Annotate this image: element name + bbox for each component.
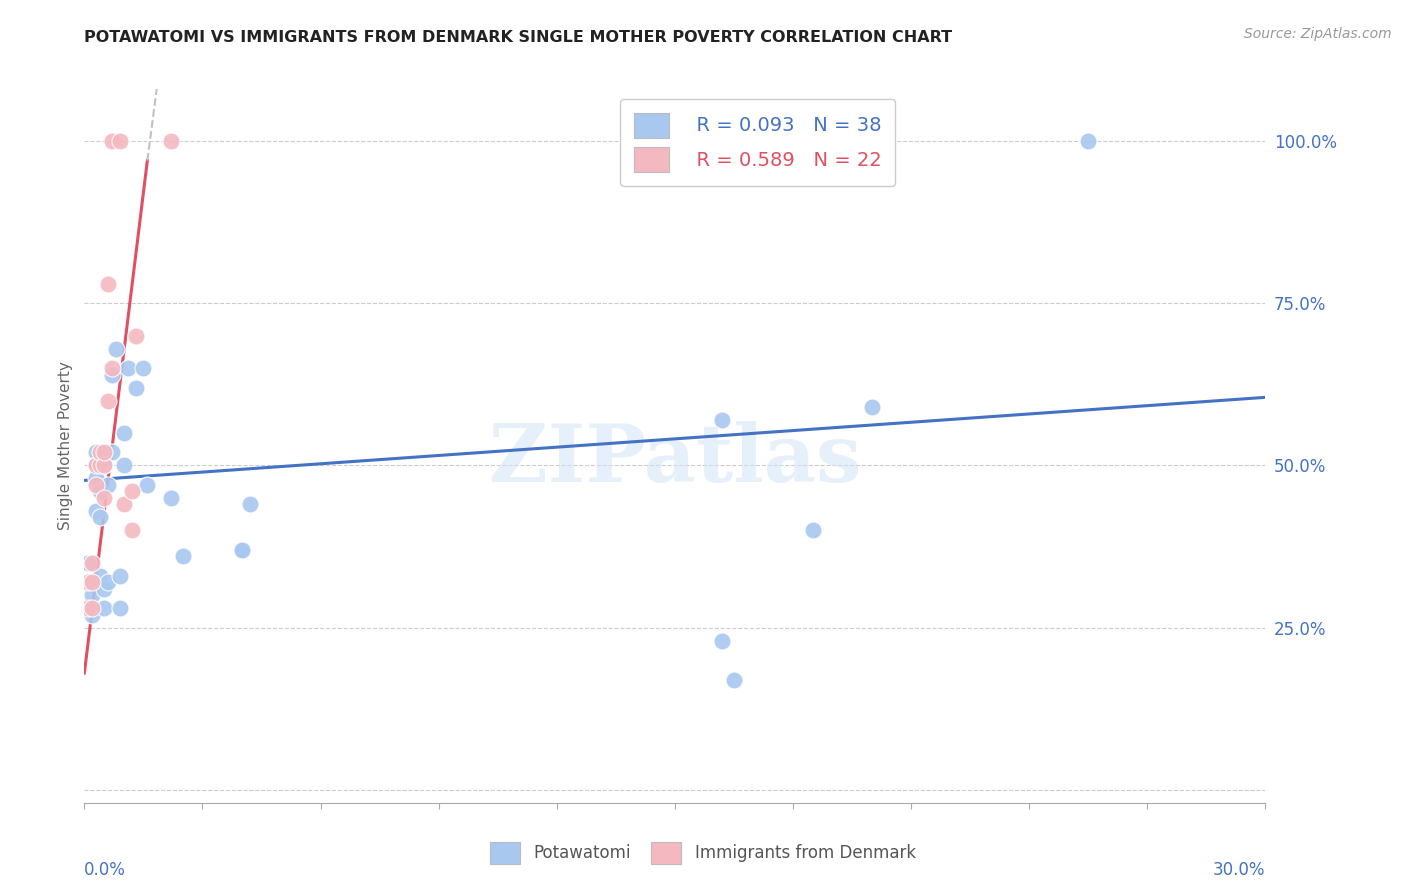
Point (101, 368, 124, 382)
Point (82, 601, 104, 615)
Y-axis label: Single Mother Poverty: Single Mother Poverty (58, 361, 73, 531)
Point (112, 425, 135, 440)
Point (101, 445, 124, 459)
Point (89, 445, 111, 459)
Text: 0.0%: 0.0% (84, 861, 127, 880)
Point (112, 458, 135, 473)
Point (77, 601, 100, 615)
Point (84, 458, 107, 473)
Point (77, 556, 100, 570)
Point (84, 445, 107, 459)
Point (93, 445, 115, 459)
Point (160, 491, 183, 505)
Point (1077, 134, 1099, 148)
Text: Source: ZipAtlas.com: Source: ZipAtlas.com (1244, 27, 1392, 41)
Text: POTAWATOMI VS IMMIGRANTS FROM DENMARK SINGLE MOTHER POVERTY CORRELATION CHART: POTAWATOMI VS IMMIGRANTS FROM DENMARK SI… (84, 29, 952, 45)
Point (82, 588, 104, 602)
Text: ZIPatlas: ZIPatlas (489, 421, 860, 500)
Point (97, 393, 120, 408)
Point (89, 510, 111, 524)
Point (93, 491, 115, 505)
Point (101, 361, 124, 376)
Legend: Potawatomi, Immigrants from Denmark: Potawatomi, Immigrants from Denmark (484, 836, 922, 871)
Point (93, 458, 115, 473)
Point (97, 575, 120, 590)
Point (231, 542, 253, 557)
Point (89, 568, 111, 582)
Point (93, 445, 115, 459)
Point (801, 524, 824, 538)
Point (89, 458, 111, 473)
Point (104, 342, 127, 356)
Point (121, 484, 143, 499)
Point (82, 607, 104, 622)
Point (101, 134, 124, 148)
Point (108, 568, 131, 582)
Point (84, 458, 107, 473)
Point (108, 601, 131, 615)
Point (84, 471, 107, 485)
Point (93, 458, 115, 473)
Point (97, 478, 120, 492)
Legend:   R = 0.093   N = 38,   R = 0.589   N = 22: R = 0.093 N = 38, R = 0.589 N = 22 (620, 99, 896, 186)
Point (97, 277, 120, 291)
Point (860, 400, 883, 414)
Point (124, 328, 146, 343)
Point (84, 478, 107, 492)
Point (231, 542, 253, 557)
Point (77, 575, 100, 590)
Point (136, 478, 159, 492)
Point (160, 134, 183, 148)
Point (82, 575, 104, 590)
Point (132, 361, 155, 376)
Point (108, 134, 131, 148)
Point (117, 361, 139, 376)
Text: 30.0%: 30.0% (1213, 861, 1265, 880)
Point (239, 497, 262, 511)
Point (124, 381, 146, 395)
Point (112, 497, 135, 511)
Point (172, 549, 194, 564)
Point (711, 633, 734, 648)
Point (84, 504, 107, 518)
Point (723, 673, 745, 687)
Point (89, 484, 111, 499)
Point (93, 582, 115, 596)
Point (93, 601, 115, 615)
Point (82, 556, 104, 570)
Point (711, 413, 734, 427)
Point (121, 524, 143, 538)
